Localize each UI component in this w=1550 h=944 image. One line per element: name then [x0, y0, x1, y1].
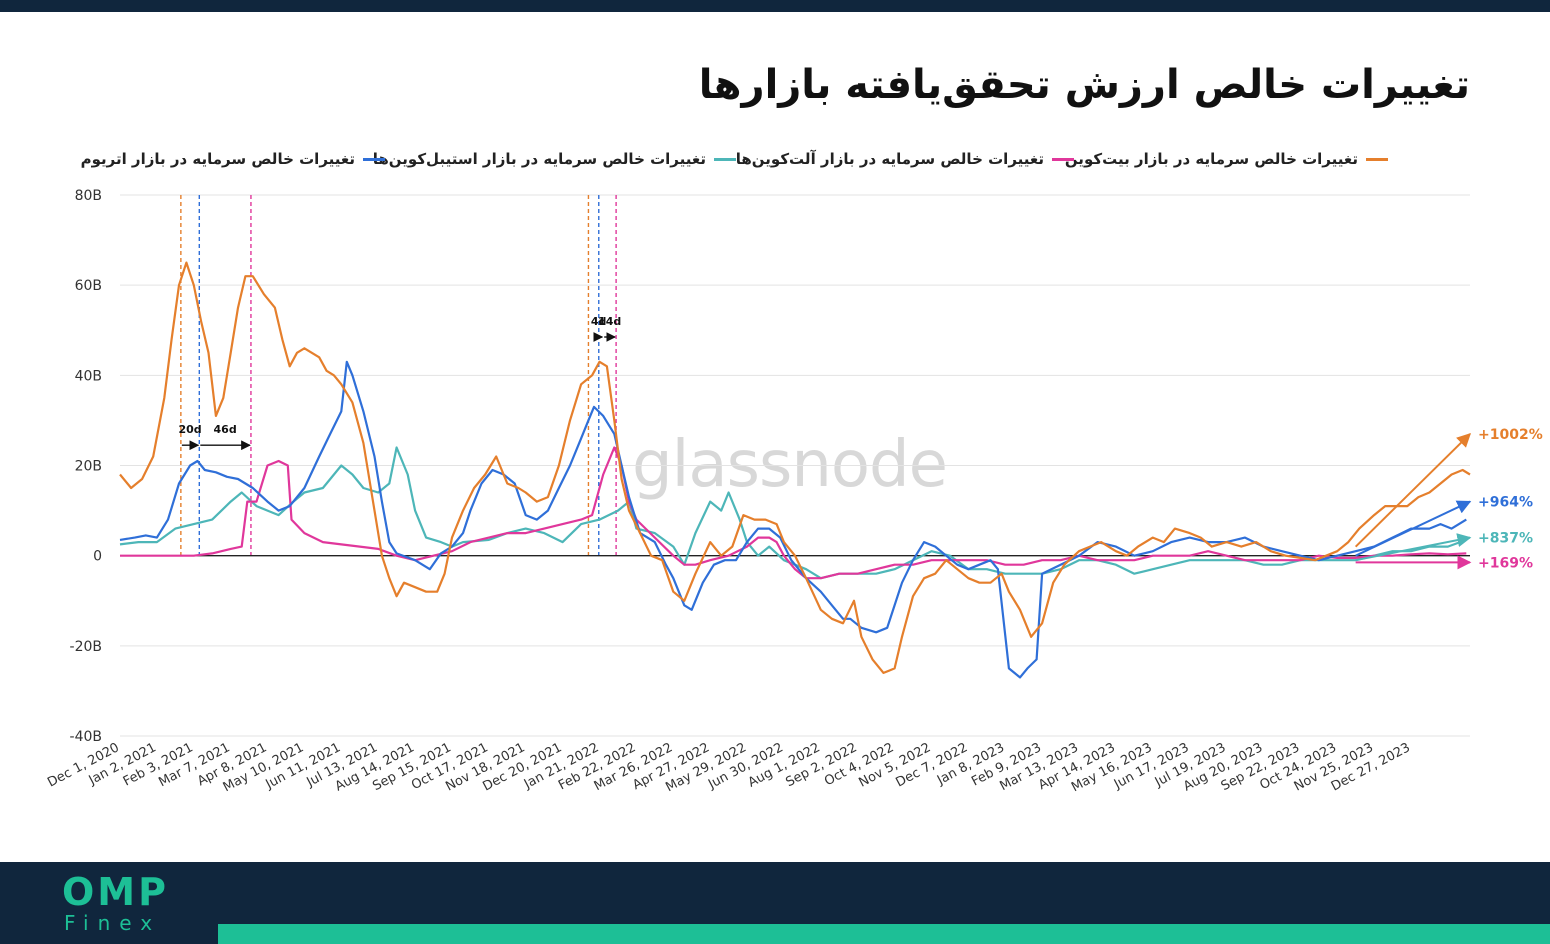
series-line-altcoins [120, 446, 1467, 580]
y-tick-label-4: 0 [93, 549, 102, 565]
annotation-label-3: 14d [598, 315, 621, 328]
logo-main-text: OMP [62, 870, 169, 914]
legend-item-bitcoin: تغییرات خالص سرمایه در بازار بیت‌کوین [1065, 150, 1388, 168]
footer-stripe [218, 924, 1550, 944]
legend-swatch-altcoins [1052, 157, 1074, 161]
y-tick-label-6: -40B [70, 729, 102, 745]
logo-sub-text: Finex [64, 911, 162, 935]
legend-label-bitcoin: تغییرات خالص سرمایه در بازار بیت‌کوین [1064, 150, 1358, 168]
series-line-bitcoin [119, 261, 1471, 674]
legend-swatch-stablecoins [714, 157, 736, 161]
y-tick-label-0: 80B [75, 188, 102, 204]
legend-swatch-ethereum [363, 157, 385, 161]
legend-swatch-bitcoin [1366, 157, 1388, 161]
annotation-label-0: 20d [178, 423, 201, 436]
y-tick-label-1: 60B [75, 278, 102, 294]
trend-arrow-bitcoin [1354, 432, 1471, 548]
trend-label-altcoins: +169% [1478, 555, 1533, 571]
trend-label-ethereum: +964% [1478, 495, 1533, 511]
top-bar [0, 0, 1550, 12]
legend-item-stablecoins: تغییرات خالص سرمایه در بازار استیبل‌کوین… [373, 150, 736, 168]
logo: OMP Finex [62, 872, 169, 934]
legend: تغییرات خالص سرمایه در بازار بیت‌کوین تغ… [0, 150, 1550, 180]
series-line-stablecoins [119, 446, 1467, 580]
page-title: تغییرات خالص ارزش تحقق‌یافته بازارها [698, 62, 1470, 108]
y-tick-label-3: 20B [75, 459, 102, 475]
legend-label-ethereum: تغییرات خالص سرمایه در بازار اتریوم [80, 150, 355, 168]
legend-item-ethereum: تغییرات خالص سرمایه در بازار اتریوم [81, 150, 385, 168]
trend-arrow-ethereum [1355, 500, 1472, 557]
y-tick-label-2: 40B [75, 368, 102, 384]
annotation-label-1: 46d [214, 423, 237, 436]
annotation-label-2: 4d [591, 315, 607, 328]
trend-label-stablecoins: +837% [1478, 531, 1533, 547]
y-tick-label-5: -20B [70, 639, 102, 655]
trend-label-bitcoin: +1002% [1478, 427, 1543, 443]
series-line-ethereum [119, 360, 1467, 679]
legend-item-altcoins: تغییرات خالص سرمایه در بازار آلت‌کوین‌ها [736, 150, 1074, 168]
legend-label-altcoins: تغییرات خالص سرمایه در بازار آلت‌کوین‌ها [735, 150, 1044, 168]
legend-label-stablecoins: تغییرات خالص سرمایه در بازار استیبل‌کوین… [372, 150, 706, 168]
trend-arrow-stablecoins [1355, 533, 1472, 562]
